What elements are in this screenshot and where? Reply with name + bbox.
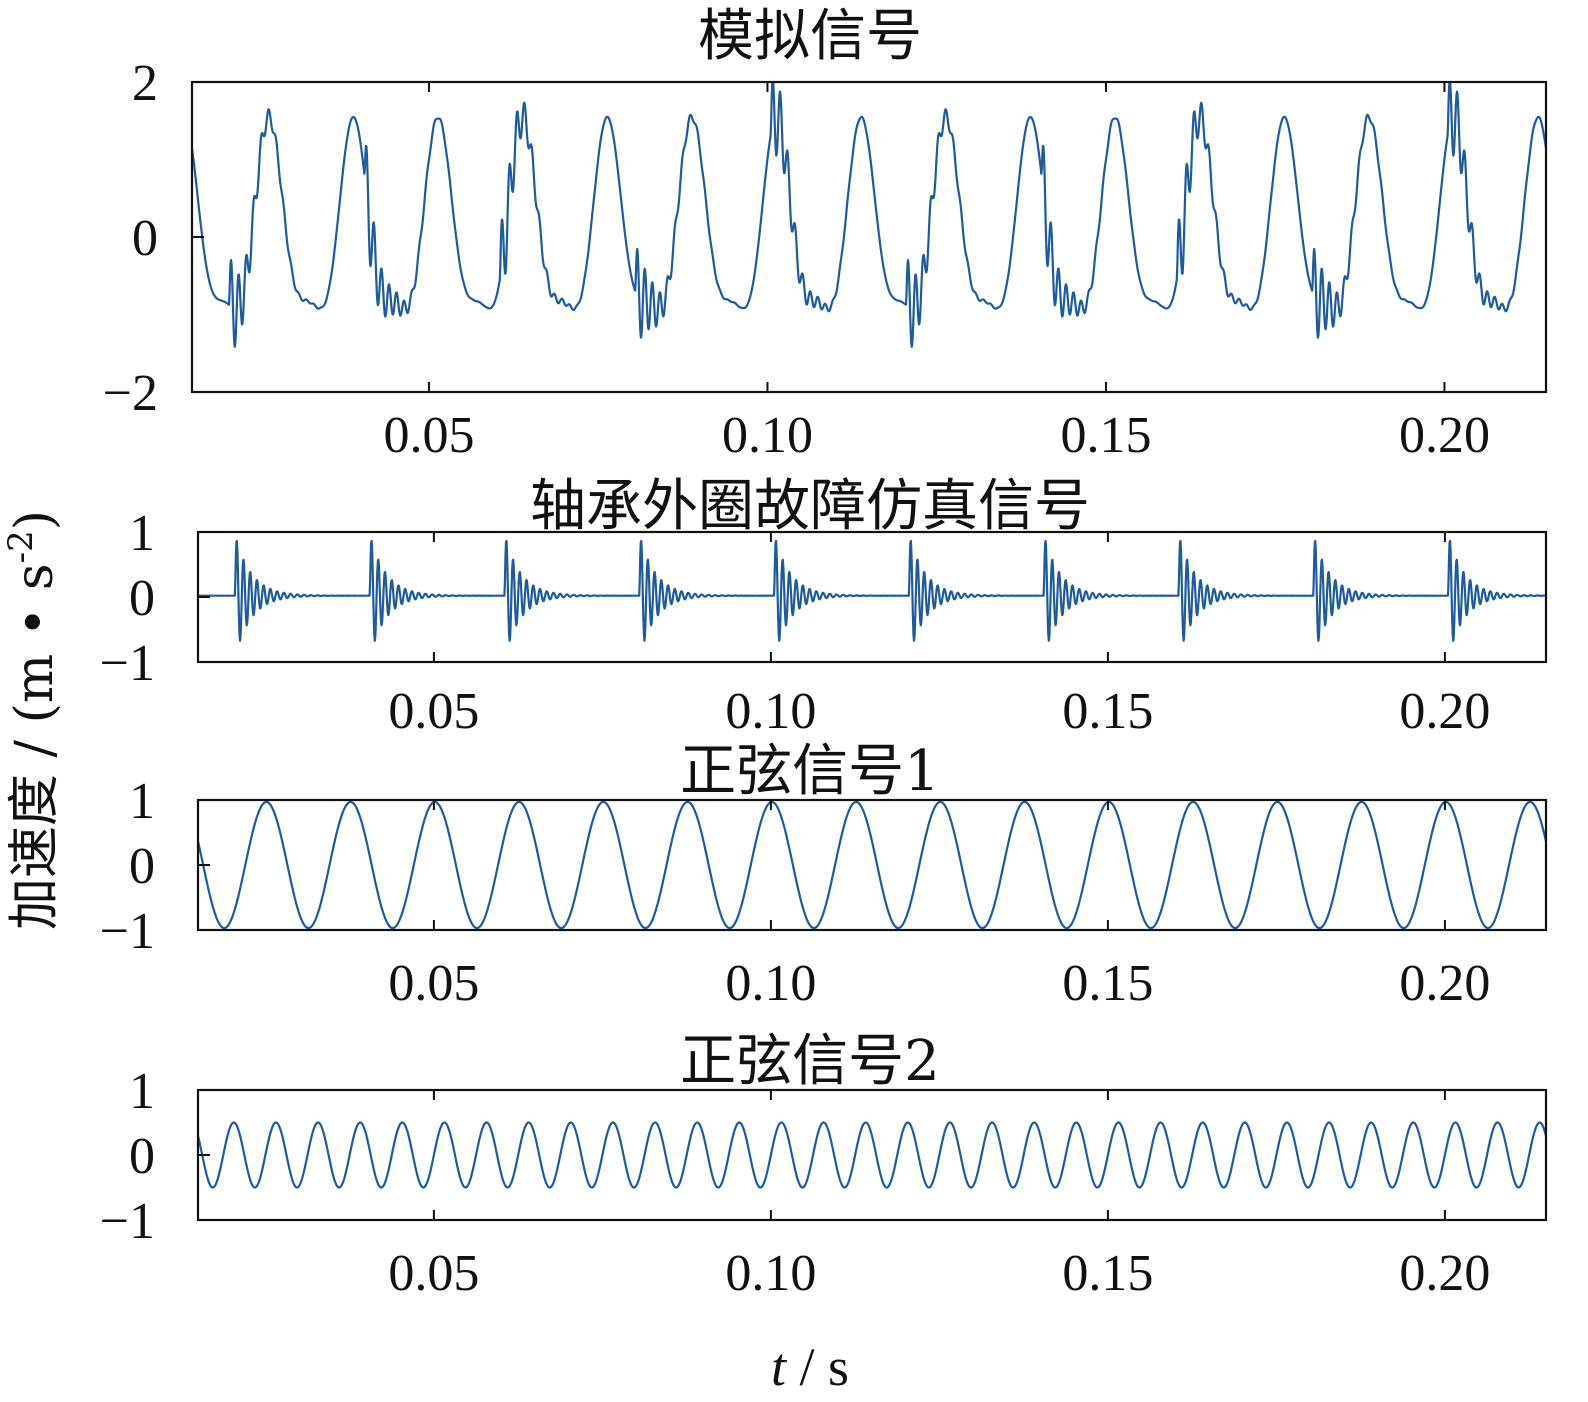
x-tick-label: 0.15 bbox=[1062, 683, 1153, 740]
panel-1: 模拟信号 0.05 0.10 0.15 0.20 2 0 −2 bbox=[103, 4, 1548, 464]
x-axis-label: t / s bbox=[771, 1337, 849, 1397]
x-tick-label: 0.20 bbox=[1399, 683, 1490, 740]
panel-title: 轴承外圈故障仿真信号 bbox=[530, 474, 1090, 539]
x-axis-label-var: t bbox=[771, 1337, 788, 1397]
x-tick-label: 0.15 bbox=[1060, 407, 1151, 464]
y-axis-label-main: 加速度 / (m • s bbox=[5, 563, 65, 930]
plot-frame bbox=[190, 80, 1548, 394]
y-tick-label: 0 bbox=[129, 838, 155, 895]
panel-2: 轴承外圈故障仿真信号 0.05 0.10 0.15 0.20 1 0 −1 bbox=[100, 474, 1548, 740]
x-tick-label: 0.05 bbox=[388, 1245, 479, 1302]
y-tick-label: −1 bbox=[100, 903, 155, 960]
x-axis-label-unit: / s bbox=[786, 1337, 849, 1397]
y-tick-label: 0 bbox=[129, 570, 155, 627]
panels: 模拟信号 0.05 0.10 0.15 0.20 2 0 −2 轴承外圈故障仿真信号 0.05 0.… bbox=[100, 4, 1548, 1302]
y-tick-label: 0 bbox=[132, 210, 158, 267]
x-tick-label: 0.05 bbox=[383, 407, 474, 464]
panel-title: 正弦信号1 bbox=[680, 739, 940, 804]
series-line-1 bbox=[198, 1121, 1546, 1189]
x-tick-label: 0.10 bbox=[725, 683, 816, 740]
x-tick-label: 0.10 bbox=[722, 407, 813, 464]
plot-frame bbox=[196, 798, 1548, 932]
panel-3: 正弦信号1 0.05 0.10 0.15 0.20 1 0 −1 bbox=[100, 739, 1548, 1012]
panel-4: 正弦信号2 0.05 0.10 0.15 0.20 1 0 −1 bbox=[100, 1029, 1548, 1302]
x-tick-label: 0.10 bbox=[725, 1245, 816, 1302]
panel-title: 正弦信号2 bbox=[680, 1029, 940, 1094]
y-tick-label: 1 bbox=[129, 505, 155, 562]
x-tick-label: 0.15 bbox=[1062, 955, 1153, 1012]
series-line-1 bbox=[198, 539, 1546, 642]
x-tick-label: 0.10 bbox=[725, 955, 816, 1012]
y-axis-label-close: ) bbox=[5, 510, 65, 530]
panel-title: 模拟信号 bbox=[698, 4, 922, 69]
plot-frame bbox=[196, 1088, 1548, 1222]
y-tick-label: −1 bbox=[100, 635, 155, 692]
y-tick-label: 2 bbox=[132, 55, 158, 112]
x-tick-label: 0.20 bbox=[1399, 1245, 1490, 1302]
x-tick-label: 0.20 bbox=[1399, 955, 1490, 1012]
x-tick-label: 0.05 bbox=[388, 683, 479, 740]
y-tick-label: −2 bbox=[103, 365, 158, 422]
y-tick-label: 0 bbox=[129, 1128, 155, 1185]
x-tick-label: 0.20 bbox=[1399, 407, 1490, 464]
y-tick-label: 1 bbox=[129, 773, 155, 830]
y-axis-label: 加速度 / (m • s-2) bbox=[1, 510, 65, 930]
series-line-1 bbox=[198, 800, 1546, 930]
x-tick-label: 0.15 bbox=[1062, 1245, 1153, 1302]
y-tick-label: 1 bbox=[129, 1063, 155, 1120]
y-axis-label-sup: -2 bbox=[1, 530, 41, 563]
series-line-1 bbox=[192, 82, 1546, 348]
x-tick-label: 0.05 bbox=[388, 955, 479, 1012]
y-tick-label: −1 bbox=[100, 1193, 155, 1250]
